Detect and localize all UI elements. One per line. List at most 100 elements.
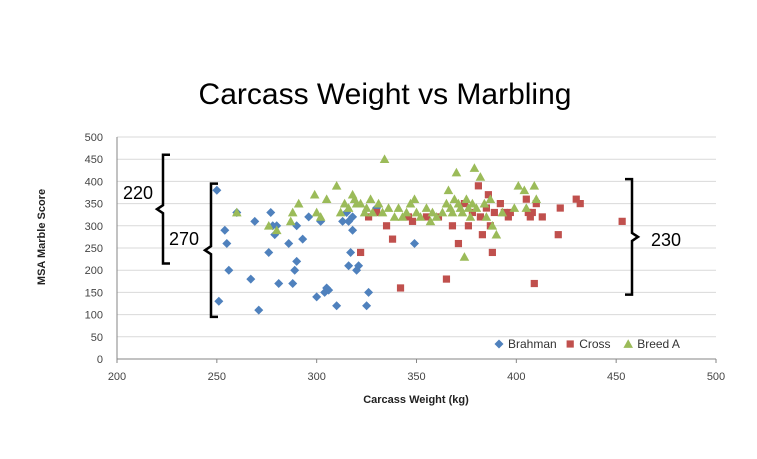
point-cross — [388, 235, 397, 243]
y-tick-label: 200 — [85, 265, 103, 277]
point-breed-a — [361, 203, 372, 212]
point-breed-a — [519, 185, 530, 195]
point-cross — [538, 213, 546, 221]
point-breed-a — [383, 203, 394, 212]
legend-label-breed-a: Breed A — [637, 337, 680, 351]
point-cross — [526, 213, 534, 221]
point-cross — [554, 231, 562, 239]
point-cross — [460, 200, 469, 208]
y-tick-label: 500 — [85, 132, 103, 144]
point-brahman — [212, 185, 222, 195]
data-points — [212, 154, 626, 315]
point-cross — [496, 200, 504, 208]
point-breed-a — [443, 185, 454, 195]
point-breed-a — [431, 212, 442, 221]
point-cross — [528, 208, 536, 217]
point-breed-a — [481, 212, 492, 221]
x-tick-label: 350 — [407, 371, 425, 383]
point-breed-a — [475, 172, 486, 181]
point-brahman — [410, 239, 420, 249]
x-tick-label: 300 — [307, 371, 325, 383]
point-breed-a — [461, 194, 472, 203]
point-breed-a — [321, 194, 332, 203]
point-breed-a — [447, 207, 458, 217]
y-tick-label: 450 — [85, 154, 103, 166]
point-brahman — [254, 305, 264, 315]
point-breed-a — [485, 194, 496, 203]
point-breed-a — [427, 207, 438, 217]
y-tick-label: 400 — [85, 176, 103, 188]
point-breed-a — [491, 229, 502, 239]
point-cross — [478, 231, 486, 239]
y-tick-label: 150 — [85, 287, 103, 299]
point-brahman — [284, 239, 294, 249]
point-breed-a — [311, 207, 322, 217]
point-breed-a — [529, 181, 540, 190]
point-breed-a — [531, 194, 542, 203]
point-cross — [490, 208, 498, 217]
point-brahman — [290, 265, 300, 275]
y-tick-label: 300 — [85, 221, 103, 233]
y-tick-label: 100 — [85, 310, 103, 322]
point-brahman — [298, 234, 308, 244]
point-breed-a — [449, 194, 460, 203]
point-cross — [454, 239, 463, 248]
y-tick-label: 250 — [85, 243, 103, 255]
point-breed-a — [339, 198, 350, 208]
point-breed-a — [343, 203, 354, 212]
point-breed-a — [465, 212, 476, 221]
point-brahman — [364, 287, 374, 297]
bracket-230 — [625, 177, 641, 296]
point-breed-a — [263, 221, 274, 230]
point-breed-a — [405, 198, 416, 208]
point-cross — [482, 204, 490, 212]
point-breed-a — [287, 207, 298, 217]
point-breed-a — [497, 207, 508, 217]
point-breed-a — [293, 198, 304, 208]
x-tick-label: 500 — [707, 371, 725, 383]
point-cross — [474, 182, 482, 190]
x-axis-title: Carcass Weight (kg) — [363, 394, 469, 406]
point-brahman — [246, 274, 256, 284]
point-cross — [476, 213, 484, 221]
point-breed-a — [469, 163, 480, 172]
legend-marker-breed-a — [623, 339, 633, 348]
point-breed-a — [335, 207, 346, 217]
point-breed-a — [521, 203, 532, 212]
point-cross — [356, 248, 365, 257]
point-cross — [522, 195, 530, 203]
legend-label-cross: Cross — [579, 337, 610, 351]
point-brahman — [338, 216, 348, 226]
point-breed-a — [331, 181, 342, 190]
point-cross — [404, 213, 413, 221]
bracket-220 — [154, 153, 170, 265]
point-breed-a — [463, 203, 474, 212]
point-brahman — [348, 225, 358, 235]
point-brahman — [220, 225, 230, 235]
point-brahman — [292, 256, 302, 266]
point-breed-a — [471, 203, 482, 212]
point-breed-a — [389, 212, 400, 221]
point-breed-a — [459, 252, 470, 261]
bracket-label-220: 220 — [123, 183, 153, 203]
point-breed-a — [415, 212, 426, 221]
point-brahman — [346, 247, 356, 257]
point-breed-a — [437, 207, 448, 217]
bracket-label-270: 270 — [169, 229, 199, 249]
point-brahman — [324, 285, 334, 295]
point-breed-a — [367, 207, 378, 217]
x-tick-label: 400 — [507, 371, 525, 383]
y-axis-title: MSA Marble Score — [36, 189, 48, 285]
point-cross — [468, 208, 477, 217]
point-breed-a — [457, 207, 468, 217]
point-brahman — [354, 261, 364, 271]
point-brahman — [264, 247, 274, 257]
point-brahman — [222, 239, 232, 249]
point-breed-a — [393, 203, 404, 212]
point-breed-a — [479, 198, 490, 208]
point-breed-a — [401, 207, 412, 217]
point-cross — [422, 213, 431, 221]
point-breed-a — [425, 216, 436, 226]
point-breed-a — [441, 198, 452, 208]
y-tick-label: 350 — [85, 199, 103, 211]
